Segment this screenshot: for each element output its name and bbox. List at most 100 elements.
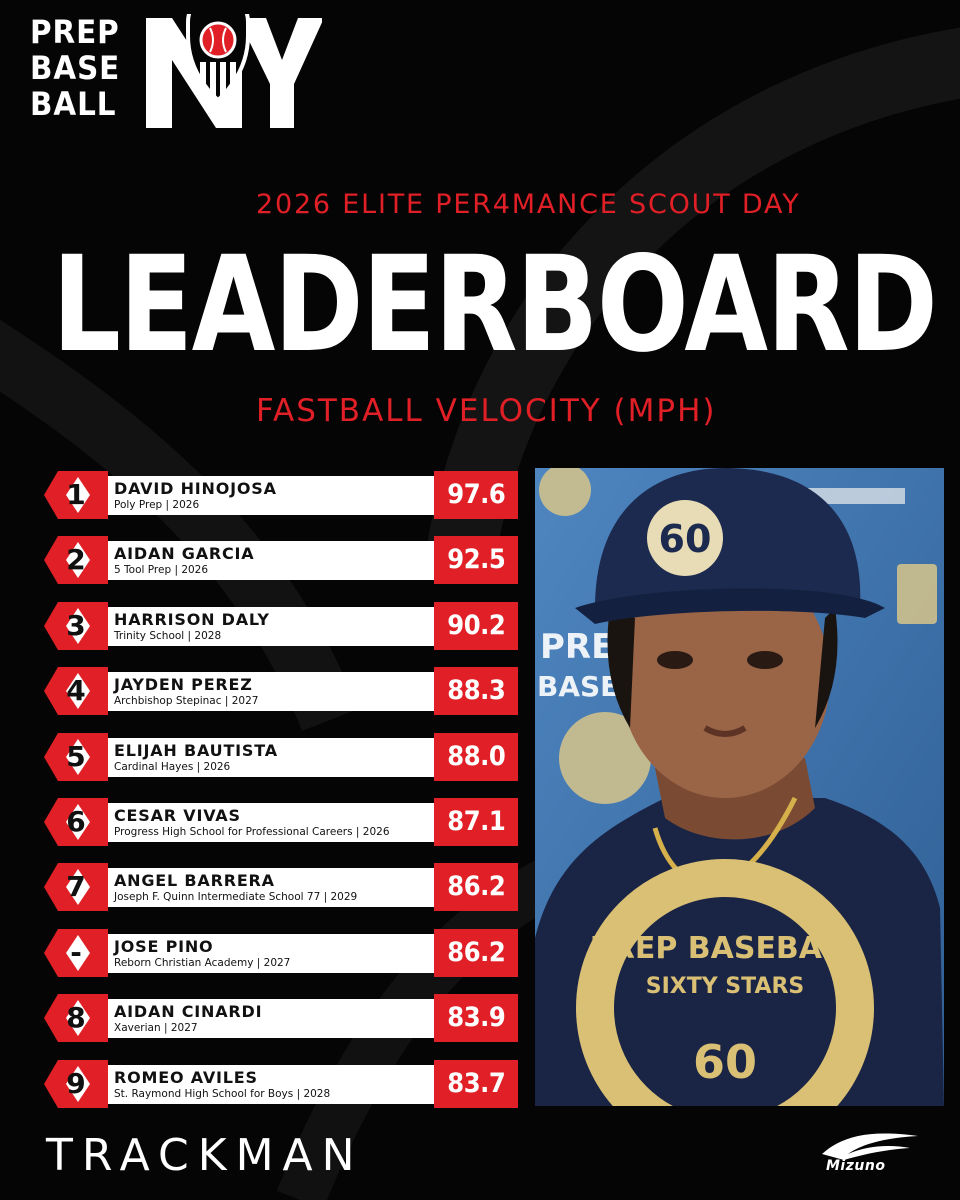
logo-word: BASE — [30, 49, 121, 87]
player-name: CESAR VIVAS — [114, 805, 241, 825]
rank-badge: - — [44, 928, 108, 977]
rank-diamond-icon — [44, 601, 108, 650]
player-school: Joseph F. Quinn Intermediate School 77 |… — [114, 891, 358, 904]
player-bar: CESAR VIVAS Progress High School for Prof… — [96, 802, 476, 842]
rank-number: 6 — [66, 804, 86, 838]
player-school: Archbishop Stepinac | 2027 — [114, 695, 259, 708]
prep-baseball-ny-logo: PREP BASE BALL NY — [30, 14, 322, 134]
leaderboard: DAVID HINOJOSA Poly Prep | 2026 1 97.6 AIDAN… — [44, 471, 518, 1125]
rank-diamond-icon — [44, 863, 108, 912]
velocity-text: 92.5 — [446, 544, 506, 576]
rank-badge: 4 — [44, 667, 108, 716]
shirt-text: SIXTY STARS — [646, 974, 805, 999]
leaderboard-row: ROMEO AVILES St. Raymond High School for … — [44, 1059, 518, 1108]
player-name: JOSE PINO — [114, 936, 214, 956]
rank-number: 3 — [66, 608, 86, 642]
rank-number: 5 — [66, 739, 86, 773]
trackman-logo: TRACKMAN — [46, 1130, 364, 1181]
svg-text:60: 60 — [693, 1035, 757, 1089]
leaderboard-row: JAYDEN PEREZ Archbishop Stepinac | 2027 4 8… — [44, 667, 518, 716]
player-school: 5 Tool Prep | 2026 — [114, 564, 209, 577]
velocity-value: 92.5 — [434, 536, 518, 585]
player-bar: JAYDEN PEREZ Archbishop Stepinac | 2027 — [96, 672, 476, 712]
mizuno-runbird-icon — [822, 1133, 918, 1160]
player-name: AIDAN CINARDI — [114, 1002, 263, 1022]
player-school: Cardinal Hayes | 2026 — [114, 760, 231, 773]
player-bar: AIDAN GARCIA 5 Tool Prep | 2026 — [96, 541, 476, 581]
logo-word: PREP — [30, 13, 120, 51]
rank-diamond-icon — [44, 994, 108, 1043]
leaderboard-row: JOSE PINO Reborn Christian Academy | 2027… — [44, 928, 518, 977]
rank-number: 8 — [66, 1001, 86, 1035]
velocity-value: 83.9 — [434, 994, 518, 1043]
player-bar: ANGEL BARRERA Joseph F. Quinn Intermediat… — [96, 868, 476, 908]
velocity-value: 86.2 — [434, 863, 518, 912]
rank-badge: 8 — [44, 994, 108, 1043]
player-school: Xaverian | 2027 — [114, 1022, 198, 1035]
player-school: Poly Prep | 2026 — [114, 499, 200, 511]
velocity-text: 83.9 — [446, 1002, 506, 1034]
player-name: HARRISON DALY — [114, 609, 270, 629]
player-photo: PREP BASEBALL 60 PREP BASEBALL SIXTY STA… — [535, 468, 944, 1106]
player-school: St. Raymond High School for Boys | 2028 — [114, 1087, 331, 1100]
cap-logo-text: 60 — [659, 517, 712, 561]
rank-badge: 7 — [44, 863, 108, 912]
mizuno-wordmark: Mizuno — [826, 1158, 886, 1174]
rank-badge: 2 — [44, 536, 108, 585]
velocity-value: 87.1 — [434, 797, 518, 846]
logo-words: PREP BASE BALL — [30, 14, 140, 122]
velocity-text: 87.1 — [446, 805, 506, 837]
rank-diamond-icon — [44, 928, 108, 977]
rank-diamond-icon — [44, 536, 108, 585]
velocity-text: 88.3 — [446, 675, 506, 707]
rank-number: 4 — [66, 674, 86, 708]
player-bar: JOSE PINO Reborn Christian Academy | 2027 — [96, 933, 476, 973]
player-bar: ROMEO AVILES St. Raymond High School for … — [96, 1064, 476, 1104]
velocity-value: 83.7 — [434, 1059, 518, 1108]
velocity-text: 88.0 — [446, 740, 506, 772]
logo-word: BALL — [30, 85, 117, 123]
rank-number: 7 — [66, 870, 86, 904]
rank-badge: 6 — [44, 797, 108, 846]
player-name: DAVID HINOJOSA — [114, 479, 277, 498]
rank-number: 1 — [66, 478, 86, 511]
rank-badge: 9 — [44, 1059, 108, 1108]
leaderboard-row: ELIJAH BAUTISTA Cardinal Hayes | 2026 5 88.… — [44, 732, 518, 781]
velocity-text: 83.7 — [446, 1067, 506, 1099]
player-name: JAYDEN PEREZ — [114, 675, 253, 695]
player-school: Progress High School for Professional Ca… — [114, 825, 390, 838]
rank-diamond-icon — [44, 667, 108, 716]
velocity-text: 90.2 — [446, 609, 506, 641]
leaderboard-row: CESAR VIVAS Progress High School for Prof… — [44, 797, 518, 846]
page-title: LEADERBOARD — [52, 228, 938, 382]
player-name: AIDAN GARCIA — [114, 544, 255, 564]
velocity-value: 97.6 — [434, 471, 518, 519]
rank-badge: 5 — [44, 732, 108, 781]
shirt-text: PREP BASEBALL — [590, 931, 861, 966]
rank-badge: 3 — [44, 601, 108, 650]
velocity-value: 90.2 — [434, 601, 518, 650]
rank-diamond-icon — [44, 1059, 108, 1108]
leaderboard-row: AIDAN GARCIA 5 Tool Prep | 2026 2 92.5 — [44, 536, 518, 585]
leaderboard-row: HARRISON DALY Trinity School | 2028 3 90.2 — [44, 601, 518, 650]
mizuno-logo: Mizuno — [814, 1128, 924, 1178]
rank-diamond-icon — [44, 732, 108, 781]
velocity-value: 88.3 — [434, 667, 518, 716]
rank-badge: 1 — [44, 471, 108, 519]
metric-title: FASTBALL VELOCITY (MPH) — [256, 393, 717, 429]
rank-diamond-icon — [44, 797, 108, 846]
rank-diamond-icon — [44, 471, 108, 519]
velocity-text: 86.2 — [446, 936, 506, 968]
leaderboard-row: ANGEL BARRERA Joseph F. Quinn Intermediat… — [44, 863, 518, 912]
velocity-text: 86.2 — [446, 871, 506, 903]
velocity-value: 86.2 — [434, 928, 518, 977]
player-bar: AIDAN CINARDI Xaverian | 2027 — [96, 999, 476, 1039]
velocity-value: 88.0 — [434, 732, 518, 781]
rank-number: - — [70, 935, 82, 969]
leaderboard-row: AIDAN CINARDI Xaverian | 2027 8 83.9 — [44, 994, 518, 1043]
velocity-text: 97.6 — [446, 479, 506, 510]
player-name: ANGEL BARRERA — [114, 871, 275, 891]
player-name: ELIJAH BAUTISTA — [114, 740, 278, 760]
event-title: 2026 ELITE PER4MANCE SCOUT DAY — [256, 189, 801, 220]
player-bar: HARRISON DALY Trinity School | 2028 — [96, 606, 476, 646]
